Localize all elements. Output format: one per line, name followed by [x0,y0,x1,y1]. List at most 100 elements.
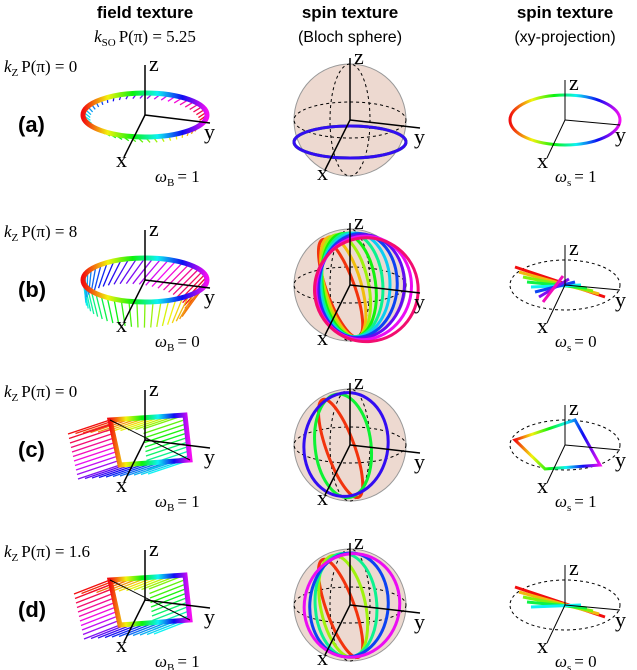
subscript: s [567,342,571,354]
symbol: ω [555,492,567,511]
axis-line [565,120,620,125]
axis-label: z [149,216,159,241]
subscript: Z [12,392,19,404]
axis-label: x [317,645,328,670]
axis-label: z [354,529,364,554]
axis-label: z [149,536,159,561]
omega-b-label: ωB= 1 [155,167,200,189]
axis-label: x [116,632,127,657]
subscript: Z [12,552,19,564]
axis-label: z [149,376,159,401]
omega-b-label: ωB= 1 [155,652,200,670]
subscript: s [567,177,571,189]
column-subtitle: (xy-projection) [514,29,615,46]
math-text: = 0 [177,332,199,351]
axis-label: y [204,604,215,629]
omega-s-label: ωs= 1 [555,167,597,189]
math-text: P(π) = 8 [21,222,77,241]
subscript: B [167,662,174,670]
subscript: Z [12,67,19,79]
axis-label: z [354,209,364,234]
column-title: spin texture [302,3,398,22]
field-arrow [169,267,195,293]
axis-label: z [354,44,364,69]
math-text: = 0 [574,332,596,351]
omega-s-label: ωs= 1 [555,492,597,514]
axis-label: z [149,51,159,76]
row-label: (c) [18,437,45,462]
axis-label: x [317,325,328,350]
math-text: = 1 [574,167,596,186]
math-text: = 1 [177,492,199,511]
math-text: = 1 [177,167,199,186]
axis-label: y [414,609,425,634]
axis-label: y [204,284,215,309]
field-arrow [137,302,138,328]
column-title: spin texture [517,3,613,22]
row-label: (a) [18,112,45,137]
axis-label: x [116,147,127,172]
omega-b-label: ωB= 1 [155,492,200,514]
omega-b-label: ωB= 0 [155,332,200,354]
math-text: P(π) = 1.6 [21,542,90,561]
math-text: P(π) = 0 [21,57,77,76]
axis-label: z [354,369,364,394]
row-label: (d) [18,597,46,622]
axis-label: x [537,313,548,338]
axis-label: x [317,160,328,185]
symbol: ω [155,652,167,670]
subscript: B [167,502,174,514]
axis-label: x [537,473,548,498]
subscript: s [567,662,571,670]
math-text: P(π) = 5.25 [119,27,196,46]
axis-label: z [569,235,579,260]
math-text: P(π) = 0 [21,382,77,401]
axis-label: x [537,148,548,173]
axis-label: z [569,555,579,580]
field-arrow [151,302,153,328]
omega-s-label: ωs= 0 [555,652,597,670]
symbol: ω [155,332,167,351]
column-title: field texture [97,3,193,22]
axis-line [547,445,565,483]
axis-label: y [414,124,425,149]
symbol: ω [555,167,567,186]
axis-label: y [615,122,626,147]
axis-label: y [204,444,215,469]
math-text: = 0 [574,652,596,670]
field-arrow [157,301,161,327]
symbol: ω [155,492,167,511]
subscript: B [167,177,174,189]
subscript: s [567,502,571,514]
figure: field texture kSOP(π) = 5.25 spin texture (… [0,0,637,670]
axis-label: x [116,472,127,497]
axis-label: z [569,70,579,95]
k-label: kZP(π) = 0 [4,382,77,404]
math-text: = 1 [177,652,199,670]
axis-label: y [615,287,626,312]
omega-s-label: ωs= 0 [555,332,597,354]
field-arrow [129,301,132,327]
axis-label: z [569,395,579,420]
axis-line [547,605,565,643]
column-subtitle: (Bloch sphere) [298,29,402,46]
subscript: B [167,342,174,354]
k-label: kZP(π) = 8 [4,222,77,244]
axis-label: y [615,607,626,632]
axis-label: x [317,485,328,510]
axis-label: y [204,119,215,144]
axis-label: y [414,289,425,314]
axis-label: x [537,633,548,658]
axis-label: y [414,449,425,474]
symbol: ω [155,167,167,186]
row-label: (b) [18,277,46,302]
subscript: Z [12,232,19,244]
subscript: SO [102,37,116,49]
symbol: ω [555,332,567,351]
field-arrow [164,264,189,290]
axis-label: x [116,312,127,337]
symbol: ω [555,652,567,670]
